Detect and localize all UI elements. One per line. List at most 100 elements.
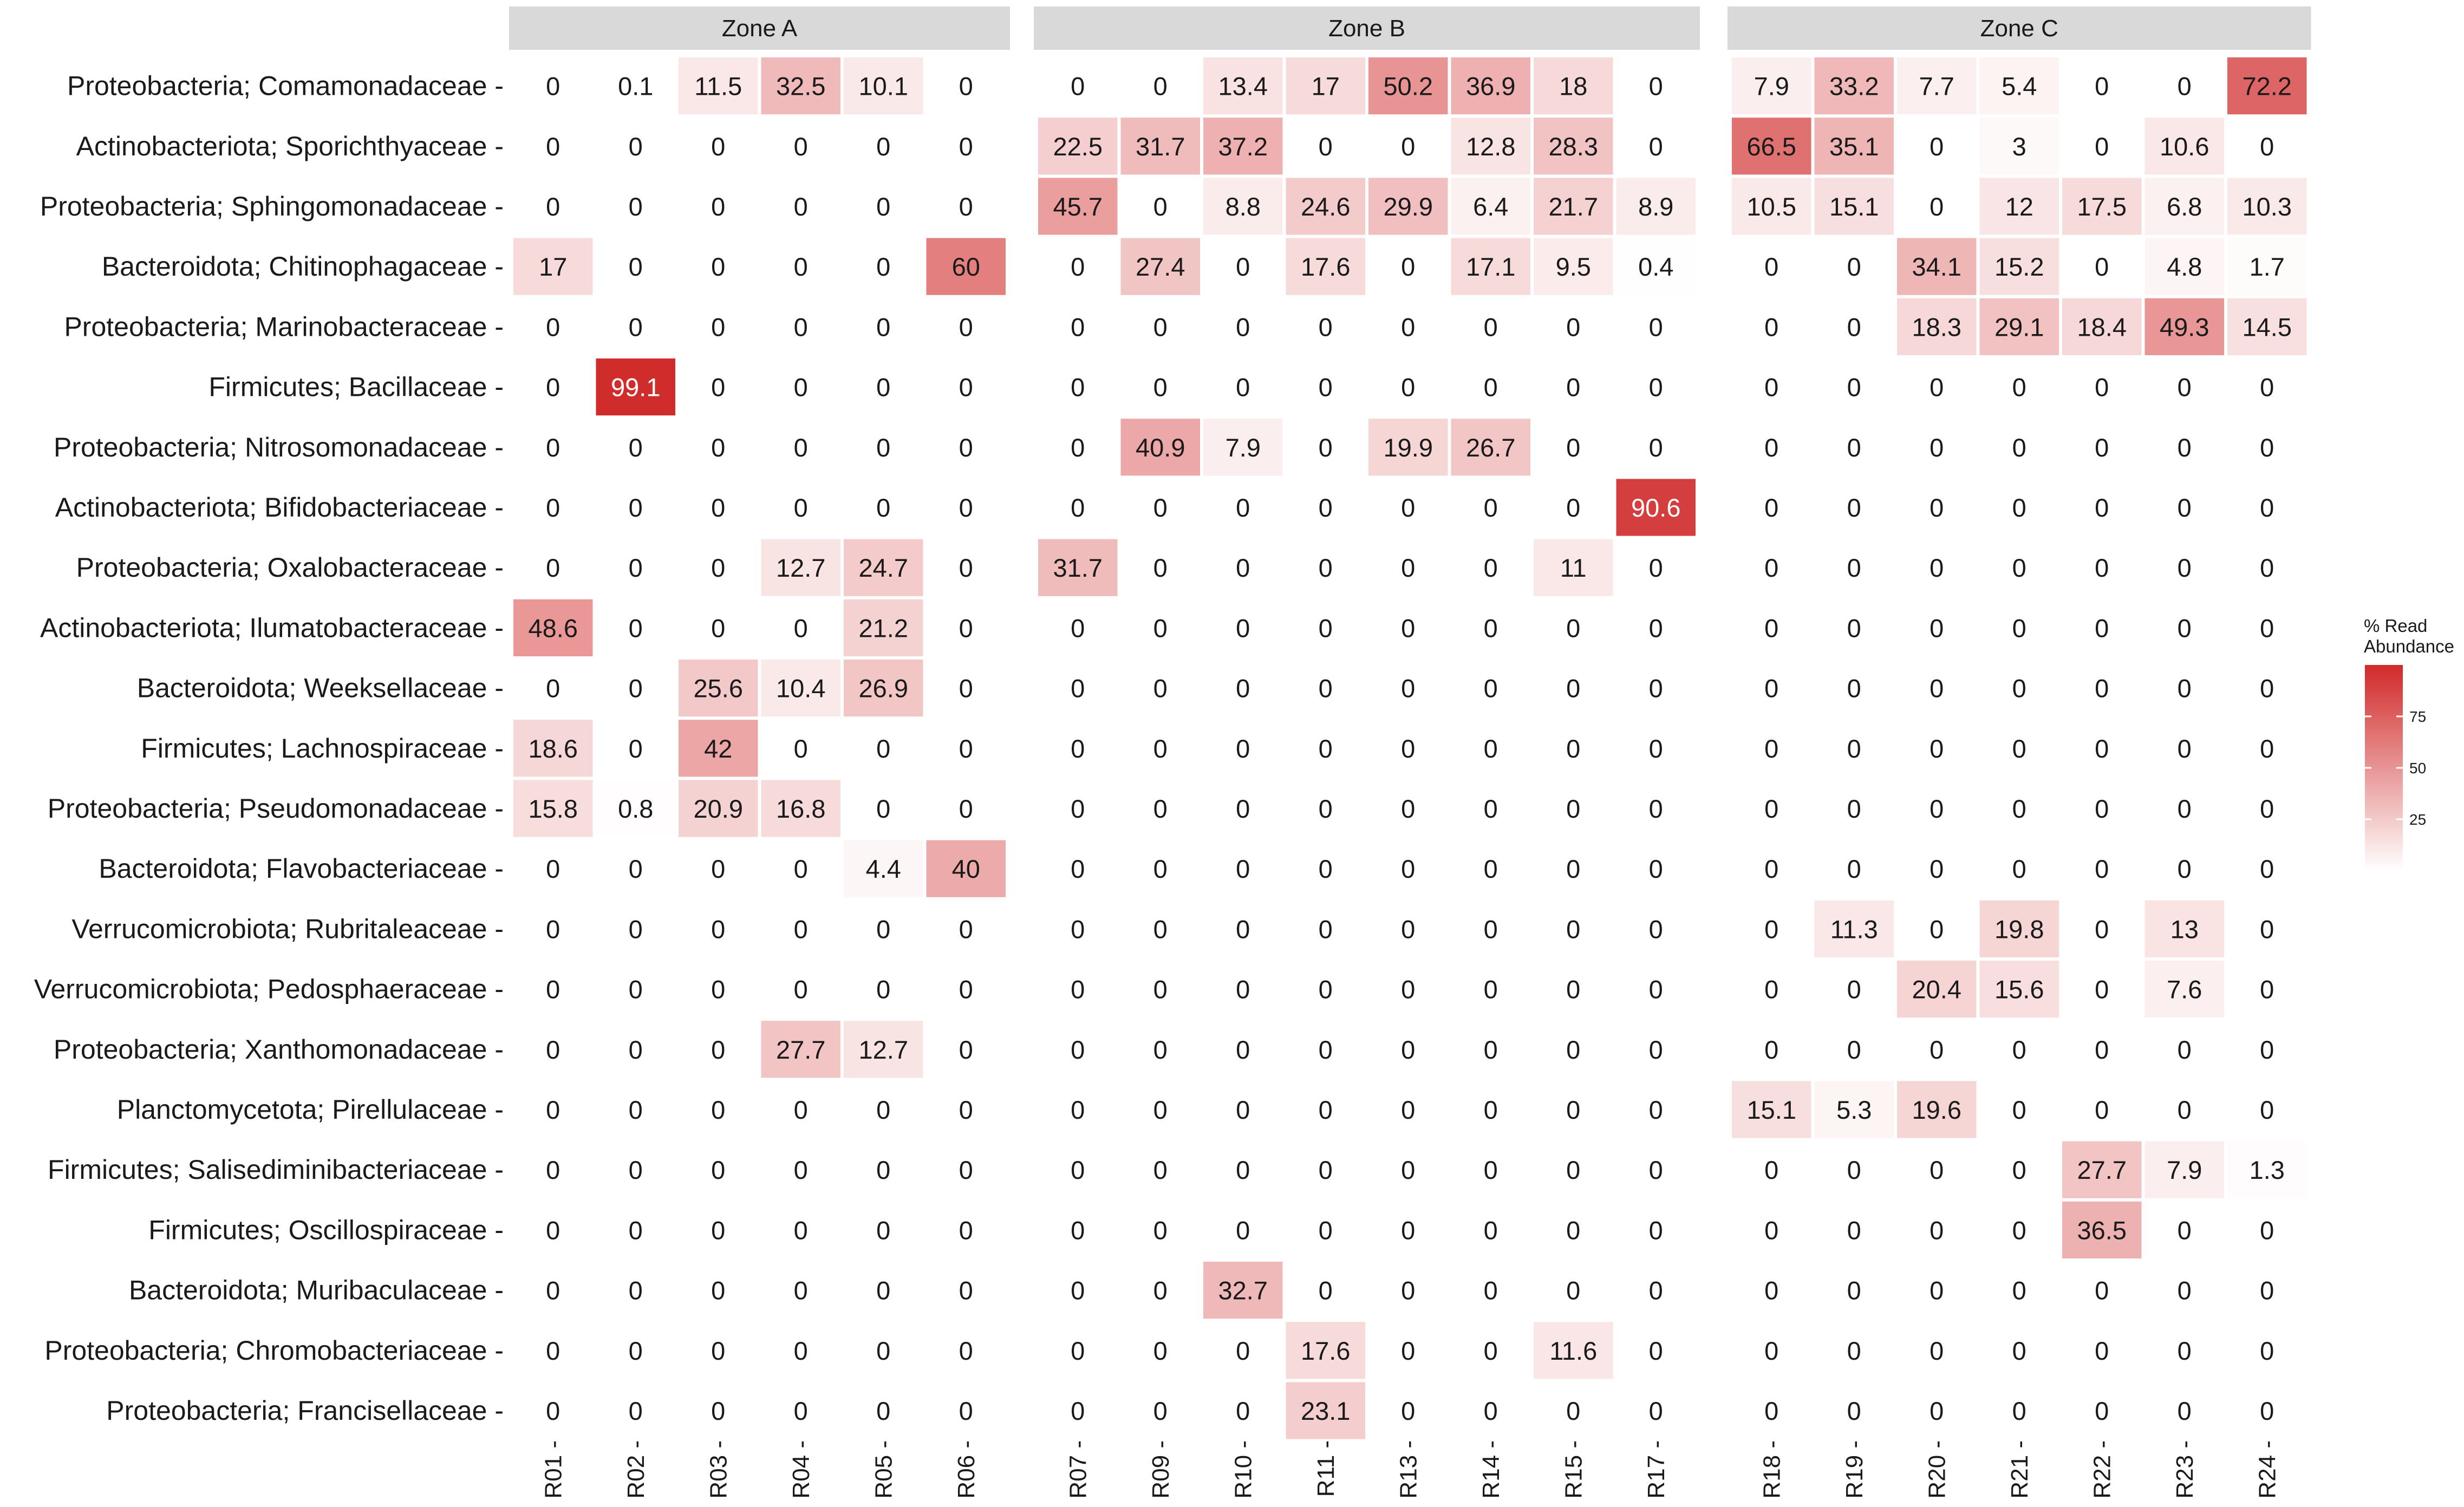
cell-value: 11 (1560, 553, 1587, 582)
cell-value: 0 (2178, 794, 2192, 823)
cell-value: 0 (2260, 674, 2274, 703)
cell-value: 6.4 (1473, 192, 1508, 221)
heatmap-cell (1979, 900, 2059, 957)
heatmap-cell (1451, 178, 1530, 235)
cell-value: 0 (1071, 854, 1085, 883)
cell-value: 0 (1847, 373, 1861, 402)
cell-value: 10.1 (859, 72, 908, 101)
cell-value: 0 (1401, 1156, 1415, 1184)
cell-value: 0 (1484, 975, 1498, 1004)
cell-value: 0 (629, 192, 643, 221)
cell-value: 0 (1153, 1035, 1168, 1064)
row-label: Proteobacteria; Nitrosomonadaceae - (54, 432, 504, 462)
cell-value: 0 (876, 252, 890, 281)
cell-value: 0 (546, 1095, 560, 1124)
column-label: R18 - (1758, 1440, 1785, 1499)
cell-value: 19.6 (1912, 1095, 1961, 1124)
cell-value: 0 (2178, 373, 2192, 402)
column-label: R15 - (1560, 1440, 1587, 1499)
cell-value: 0 (1566, 854, 1580, 883)
cell-value: 0 (1153, 373, 1168, 402)
cell-value: 0 (1847, 674, 1861, 703)
cell-value: 0 (1566, 493, 1580, 522)
cell-value: 60 (952, 252, 980, 281)
heatmap-cell (2227, 298, 2307, 355)
zone-strip-3 (1728, 6, 2311, 50)
cell-value: 0 (1649, 1216, 1663, 1244)
column-label: R07 - (1065, 1440, 1091, 1499)
cell-value: 0 (2178, 1035, 2192, 1064)
cell-value: 0 (1764, 854, 1778, 883)
cell-value: 0 (629, 312, 643, 341)
cell-value: 0 (546, 553, 560, 582)
cell-value: 0 (1236, 1035, 1250, 1064)
cell-value: 0 (1930, 373, 1944, 402)
cell-value: 0 (959, 1216, 973, 1244)
row-label: Proteobacteria; Sphingomonadaceae - (40, 191, 504, 221)
cell-value: 0 (959, 1336, 973, 1365)
cell-value: 26.9 (859, 674, 908, 703)
heatmap-cell (2062, 178, 2142, 235)
cell-value: 0 (959, 72, 973, 101)
heatmap-cell (1368, 57, 1448, 115)
cell-value: 0 (1236, 1095, 1250, 1124)
cell-value: 0 (1401, 614, 1415, 642)
row-label: Firmicutes; Oscillospiraceae - (148, 1215, 504, 1245)
heatmap-cell (679, 57, 758, 115)
heatmap-cell (2227, 57, 2307, 115)
cell-value: 0 (2178, 614, 2192, 642)
cell-value: 0 (1649, 132, 1663, 161)
column-label: R01 - (540, 1440, 566, 1499)
cell-value: 0 (1484, 312, 1498, 341)
cell-value: 0 (794, 1336, 808, 1365)
row-label: Verrucomicrobiota; Pedosphaeraceae - (34, 974, 504, 1004)
heatmap-cell (761, 57, 840, 115)
heatmap-cell (1286, 1382, 1365, 1439)
cell-value: 24.6 (1301, 192, 1350, 221)
heatmap-cell (1732, 178, 1811, 235)
cell-value: 0 (794, 373, 808, 402)
cell-value: 0 (876, 1397, 890, 1425)
cell-value: 0 (2260, 1035, 2274, 1064)
cell-value: 0 (1930, 614, 1944, 642)
heatmap-cell (1286, 178, 1365, 235)
cell-value: 0 (1236, 674, 1250, 703)
heatmap-cell (2062, 298, 2142, 355)
cell-value: 15.6 (1994, 975, 2044, 1004)
column-label: R13 - (1395, 1440, 1422, 1499)
cell-value: 0 (1847, 312, 1861, 341)
column-label: R06 - (953, 1440, 980, 1499)
cell-value: 0 (1930, 192, 1944, 221)
legend-tick-label: 50 (2409, 760, 2426, 777)
cell-value: 0 (1566, 614, 1580, 642)
cell-value: 0 (2260, 734, 2274, 763)
row-label: Firmicutes; Salisediminibacteriaceae - (48, 1154, 504, 1185)
cell-value: 10.4 (776, 674, 825, 703)
cell-value: 15.2 (1994, 252, 2044, 281)
heatmap-cell (1732, 57, 1811, 115)
cell-value: 25.6 (694, 674, 743, 703)
cell-value: 0 (794, 1276, 808, 1305)
legend-title-line-2: Abundance (2364, 636, 2454, 656)
cell-value: 0 (1071, 1035, 1085, 1064)
cell-value: 0.4 (1638, 252, 1673, 281)
heatmap-cell (1897, 1081, 1977, 1138)
heatmap-cell (2227, 238, 2307, 295)
heatmap-cell (1120, 419, 1200, 476)
cell-value: 0 (629, 854, 643, 883)
cell-value: 0 (1764, 312, 1778, 341)
cell-value: 0 (1847, 975, 1861, 1004)
cell-value: 15.1 (1747, 1095, 1796, 1124)
cell-value: 0 (1236, 915, 1250, 943)
cell-value: 0 (711, 1336, 725, 1365)
cell-value: 0 (2012, 1336, 2026, 1365)
column-label: R02 - (623, 1440, 649, 1499)
cell-value: 0 (959, 192, 973, 221)
cell-value: 0 (711, 192, 725, 221)
cell-value: 17.5 (2077, 192, 2127, 221)
cell-value: 0 (2012, 373, 2026, 402)
heatmap-cell (596, 780, 675, 837)
heatmap-cell (761, 660, 840, 717)
heatmap-cell (1979, 57, 2059, 115)
row-label: Proteobacteria; Marinobacteraceae - (64, 311, 504, 342)
